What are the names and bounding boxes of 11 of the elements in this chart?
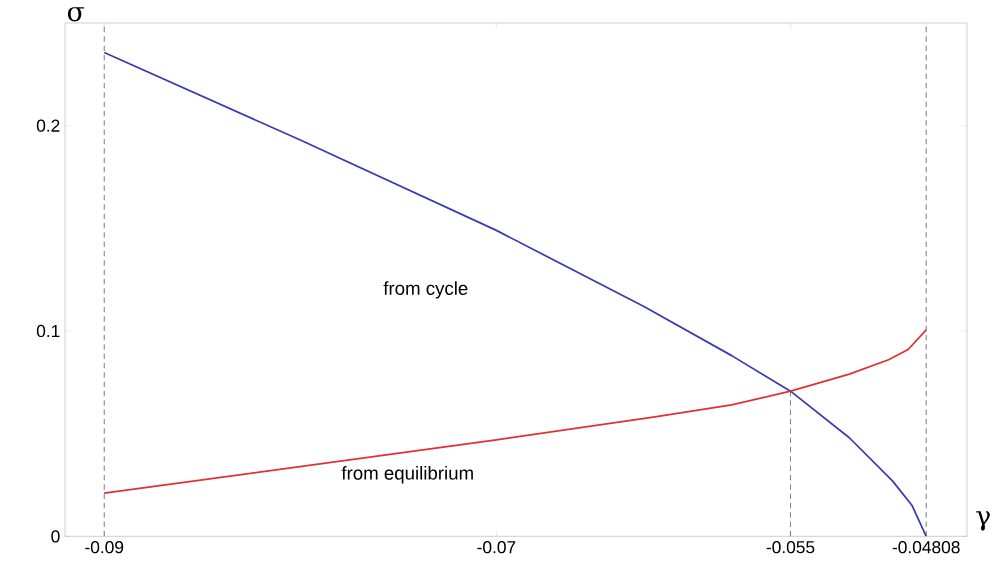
annotation: from equilibrium: [341, 466, 473, 484]
x-tick-label: -0.055: [766, 541, 815, 554]
x-tick-label: -0.04808: [892, 541, 960, 554]
y-tick-label: 0.1: [36, 324, 60, 338]
y-tick-label: 0.2: [36, 119, 60, 132]
y-tick-label: 0: [51, 530, 60, 543]
y-axis-title: σ: [67, 7, 85, 22]
x-axis-title: γ: [976, 511, 990, 531]
x-tick-label: -0.07: [477, 541, 516, 554]
annotation: from cycle: [383, 281, 468, 299]
x-tick-label: -0.09: [85, 541, 124, 554]
